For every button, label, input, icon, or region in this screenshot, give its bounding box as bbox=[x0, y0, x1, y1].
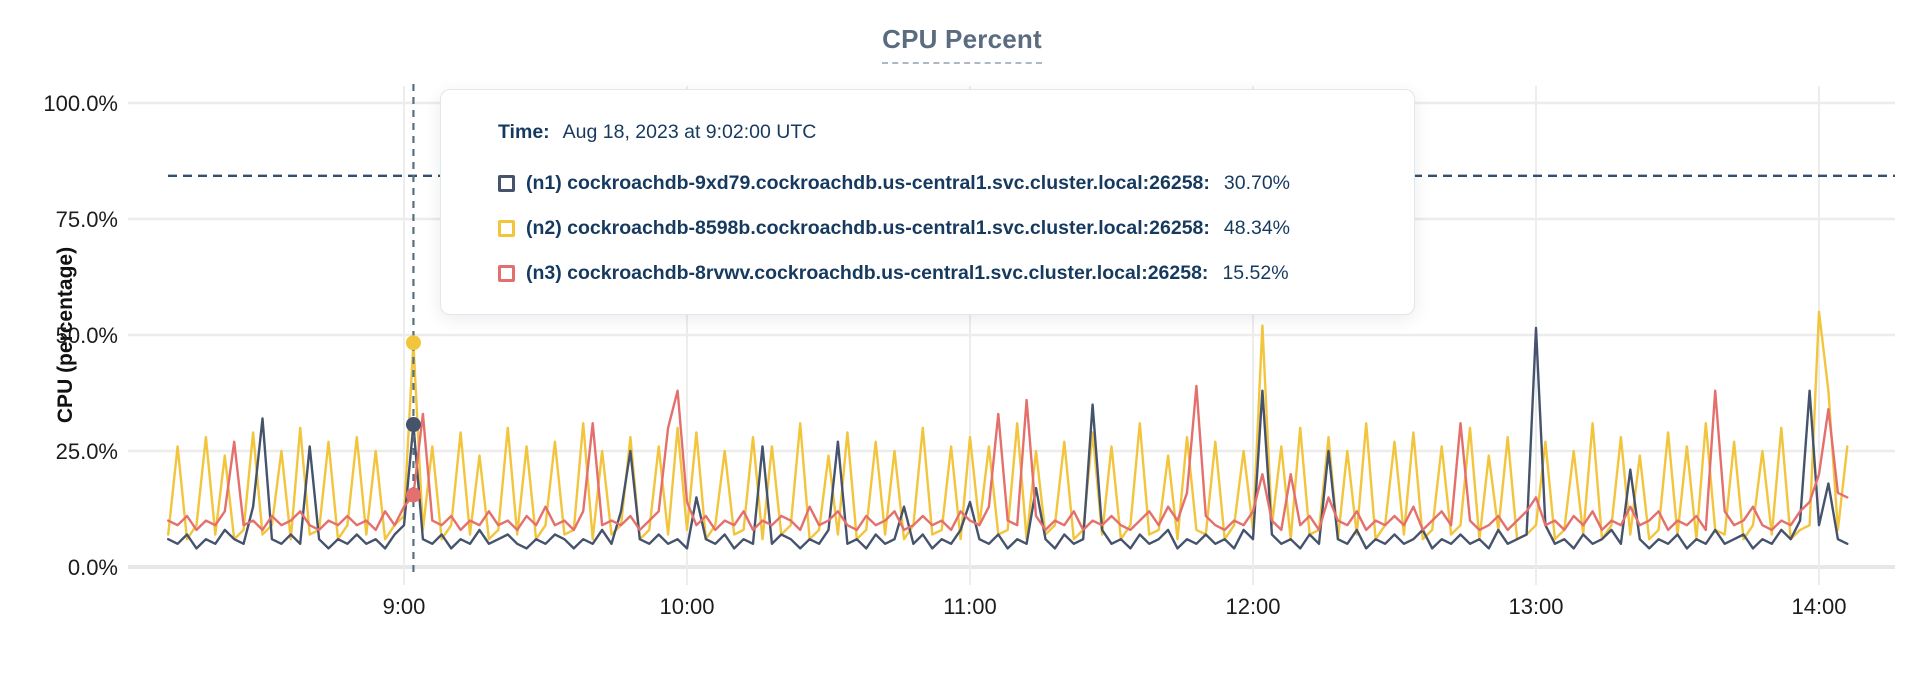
series-n2-label: (n2) cockroachdb-8598b.cockroachdb.us-ce… bbox=[526, 216, 1210, 239]
y-tick-label: 50.0% bbox=[55, 323, 118, 348]
y-tick-label: 75.0% bbox=[55, 207, 118, 232]
series-n1-swatch-icon bbox=[498, 174, 515, 192]
series-n1-value: 30.70% bbox=[1223, 171, 1291, 194]
series-n3-swatch-icon bbox=[498, 264, 515, 282]
tooltip-series-row: (n3) cockroachdb-8rvwv.cockroachdb.us-ce… bbox=[498, 261, 1374, 285]
tooltip-time-row: Time: Aug 18, 2023 at 9:02:00 UTC bbox=[498, 120, 1374, 144]
hover-point-n1 bbox=[405, 417, 421, 433]
series-line-n1 bbox=[166, 326, 1849, 550]
series-n1-label: (n1) cockroachdb-9xd79.cockroachdb.us-ce… bbox=[526, 171, 1210, 194]
y-tick-label: 25.0% bbox=[55, 439, 118, 464]
series-line-n2 bbox=[166, 310, 1849, 541]
x-tick-label: 14:00 bbox=[1791, 594, 1847, 619]
tooltip: Time: Aug 18, 2023 at 9:02:00 UTC (n1) c… bbox=[440, 89, 1415, 315]
chart-header: CPU Percent bbox=[0, 24, 1924, 64]
tooltip-time-value: Aug 18, 2023 at 9:02:00 UTC bbox=[562, 120, 817, 143]
y-tick-label: 0.0% bbox=[67, 555, 118, 580]
series-n3-value: 15.52% bbox=[1222, 261, 1289, 284]
series-n3-label: (n3) cockroachdb-8rvwv.cockroachdb.us-ce… bbox=[526, 261, 1209, 284]
x-tick-label: 9:00 bbox=[382, 594, 426, 619]
tooltip-series-row: (n2) cockroachdb-8598b.cockroachdb.us-ce… bbox=[498, 216, 1374, 240]
y-tick-label: 100.0% bbox=[43, 91, 118, 116]
tooltip-series-row: (n1) cockroachdb-9xd79.cockroachdb.us-ce… bbox=[498, 171, 1374, 195]
hover-point-n3 bbox=[405, 487, 421, 503]
series-line-n3 bbox=[166, 384, 1849, 532]
x-tick-label: 10:00 bbox=[659, 594, 715, 619]
series-n2-value: 48.34% bbox=[1223, 216, 1291, 239]
x-tick-label: 13:00 bbox=[1508, 594, 1564, 619]
chart-title[interactable]: CPU Percent bbox=[882, 24, 1042, 64]
hover-point-n2 bbox=[405, 335, 421, 351]
series-n2-swatch-icon bbox=[498, 219, 515, 237]
x-tick-label: 12:00 bbox=[1225, 594, 1281, 619]
x-tick-label: 11:00 bbox=[943, 594, 997, 619]
tooltip-time-label: Time: bbox=[498, 120, 550, 143]
